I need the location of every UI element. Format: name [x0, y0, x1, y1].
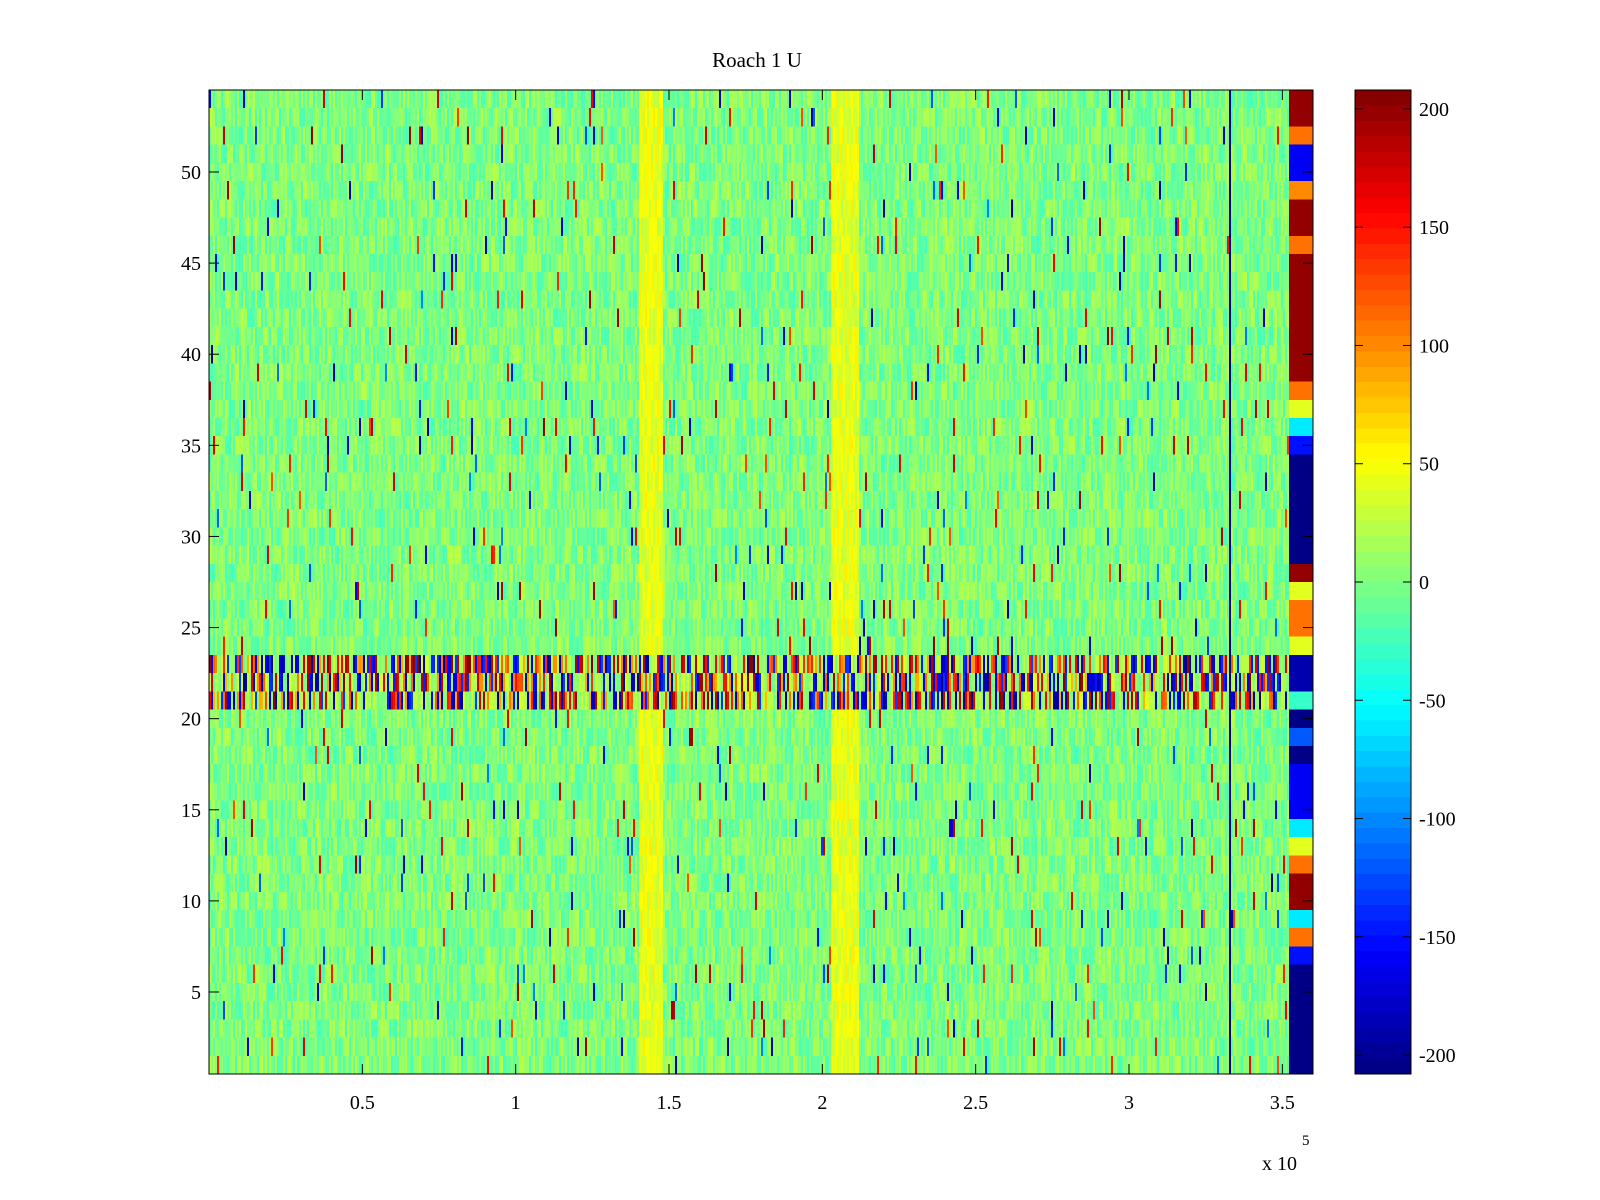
- colorbar-gradient: [1355, 90, 1411, 1074]
- colorbar-tick-label: 0: [1419, 572, 1429, 594]
- x-axis: 0.5 1 1.5 2 2.5 3 3.5: [350, 90, 1295, 1114]
- colorbar-tick-label: 200: [1419, 99, 1449, 121]
- y-tick-label: 10: [181, 891, 201, 913]
- x-tick-label: 1: [511, 1092, 521, 1114]
- colorbar-tick-label: -200: [1419, 1045, 1456, 1067]
- colorbar-ticks: 200 150 100 50 0 -50 -100 -150 -200: [1355, 99, 1456, 1067]
- y-tick-label: 20: [181, 709, 201, 731]
- colorbar-tick-label: 100: [1419, 335, 1449, 357]
- y-tick-label: 40: [181, 344, 201, 366]
- x-tick-label: 2: [817, 1092, 827, 1114]
- heatmap-image: [209, 90, 1313, 1074]
- y-tick-label: 15: [181, 800, 201, 822]
- y-tick-label: 25: [181, 618, 201, 640]
- colorbar-tick-label: -150: [1419, 927, 1456, 949]
- y-tick-label: 5: [191, 982, 201, 1004]
- y-tick-label: 50: [181, 162, 201, 184]
- x-tick-label: 3.5: [1270, 1092, 1295, 1114]
- x-tick-label: 1.5: [657, 1092, 682, 1114]
- x-tick-label: 3: [1124, 1092, 1134, 1114]
- plot-frame: [208, 89, 1314, 1075]
- x-tick-label: 0.5: [350, 1092, 375, 1114]
- y-axis: 5 10 15 20 25 30 35 40 45 50: [181, 162, 1313, 1004]
- colorbar: 200 150 100 50 0 -50 -100 -150 -200: [1354, 89, 1456, 1075]
- colorbar-tick-label: 50: [1419, 454, 1439, 476]
- x-tick-label: 2.5: [963, 1092, 988, 1114]
- colorbar-tick-label: -50: [1419, 690, 1446, 712]
- colorbar-tick-label: -100: [1419, 809, 1456, 831]
- x-axis-exponent: 5: [1302, 1133, 1310, 1149]
- y-tick-label: 35: [181, 435, 201, 457]
- colorbar-tick-label: 150: [1419, 217, 1449, 239]
- heatmap-plot-area: [209, 90, 1313, 1074]
- chart-title: Roach 1 U: [712, 48, 802, 72]
- y-tick-label: 30: [181, 526, 201, 548]
- x-axis-exponent-label: x 10: [1262, 1153, 1297, 1175]
- y-tick-label: 45: [181, 253, 201, 275]
